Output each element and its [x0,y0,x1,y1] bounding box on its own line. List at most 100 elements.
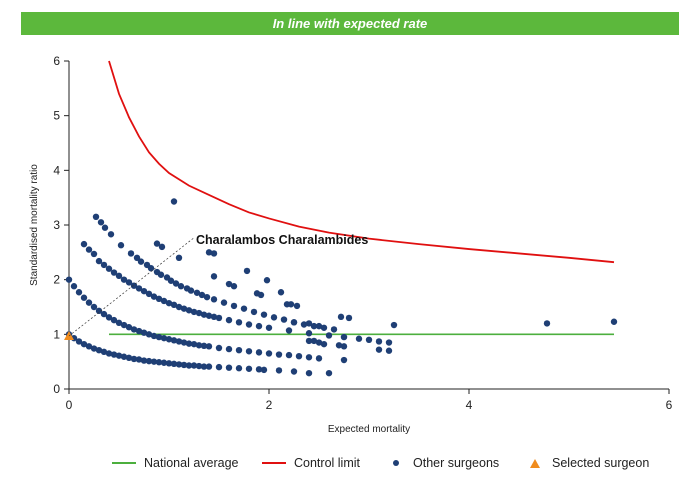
other-surgeon-point [90,345,98,352]
other-surgeon-point [345,314,353,322]
other-surgeon-point [133,254,141,261]
y-tick-label: 4 [53,163,60,177]
other-surgeon-point [150,293,158,300]
legend-national-average-label: National average [144,456,239,470]
other-surgeon-point [280,316,288,323]
plot-lines [108,60,615,336]
legend-other-surgeons-label: Other surgeons [413,456,500,470]
other-surgeon-point [65,276,73,283]
other-surgeon-point [335,342,343,349]
other-surgeon-point [250,308,258,316]
other-surgeon-point [210,313,218,321]
other-surgeon-point [290,319,298,326]
other-surgeon-point [80,294,88,301]
other-surgeon-point [255,366,263,373]
other-surgeon-point [85,299,93,306]
plot-points [64,198,618,377]
other-surgeon-point [185,362,193,369]
other-surgeon-point [325,332,333,339]
other-surgeon-point [190,340,198,348]
other-surgeon-point [243,267,251,275]
other-surgeon-point [107,231,115,238]
other-surgeon-point [180,339,188,346]
other-surgeon-point [150,358,158,365]
other-surgeon-point [130,355,138,363]
legend-control-limit-label: Control limit [294,456,360,470]
other-surgeon-point [230,302,238,310]
other-surgeon-point [330,326,338,333]
other-surgeon-point [320,340,328,348]
other-surgeon-point [92,213,100,220]
other-surgeon-point [157,271,165,278]
other-surgeon-point [543,320,551,327]
other-surgeon-point [105,265,113,272]
other-surgeon-point [95,307,103,315]
other-surgeon-point [205,249,213,256]
other-surgeon-point [115,319,123,327]
other-surgeon-point [135,285,143,292]
y-tick-label: 2 [53,273,60,287]
other-surgeon-point [75,289,83,296]
status-banner: In line with expected rate [21,12,679,35]
other-surgeon-point [305,337,313,345]
other-surgeon-point [325,369,333,377]
other-surgeon-point [305,354,313,361]
other-surgeon-point [205,363,213,370]
other-surgeon-point [270,314,278,321]
status-banner-text: In line with expected rate [272,16,428,31]
other-surgeon-point [215,363,223,371]
other-surgeon-point [170,198,178,205]
other-surgeon-point [245,321,253,328]
other-surgeon-point [165,336,173,343]
other-surgeon-point [90,250,98,258]
other-surgeon-point [101,224,109,231]
other-surgeon-point [105,314,113,321]
other-surgeon-point [255,322,263,330]
other-surgeon-point [155,333,163,341]
other-surgeon-point [285,327,293,334]
other-surgeon-point [220,299,228,306]
other-surgeon-point [263,277,271,284]
other-surgeon-point [385,347,393,354]
other-surgeon-point [205,312,213,319]
other-surgeon-point [257,291,265,299]
other-surgeon-point [235,365,243,372]
other-surgeon-point [337,313,345,321]
other-surgeon-point [167,277,175,284]
national-average-swatch [112,462,136,464]
x-axis-title: Expected mortality [328,424,410,435]
other-surgeon-point [145,331,153,338]
funnel-plot: 0 1 2 3 4 5 6 0 2 4 6 Expected mortality Standardise… [29,54,673,435]
other-surgeon-point [340,343,348,350]
other-surgeon-point [135,356,143,363]
other-surgeon-point [195,309,203,317]
other-surgeon-point [260,311,268,318]
other-surgeon-point [225,280,233,288]
other-surgeon-point [315,355,323,362]
other-surgeon-point [340,333,348,341]
other-surgeon-point [235,346,243,354]
other-surgeon-point [315,339,323,346]
other-surgeon-point [175,361,183,368]
selected-surgeon-swatch [530,458,540,468]
other-surgeon-point [310,322,318,330]
other-surgeon-point [315,322,323,330]
other-surgeon-point [147,264,155,272]
other-surgeon-point [115,352,123,359]
other-surgeon-point [100,261,108,269]
other-surgeon-point [195,362,203,370]
other-surgeon-point [225,316,233,324]
other-surgeon-point [100,348,108,356]
selected-surgeon-point [64,330,74,340]
other-surgeon-point [200,363,208,370]
plot-annotations: Charalambos Charalambides [68,233,368,337]
y-tick-label: 6 [53,54,60,68]
other-surgeon-point [170,360,178,368]
other-surgeon-point [195,342,203,349]
other-surgeon-point [187,287,195,294]
other-surgeon-point [265,350,273,357]
other-surgeon-point [375,338,383,345]
y-tick-label: 5 [53,109,60,123]
other-surgeon-point [125,279,133,286]
other-surgeon-point [155,359,163,366]
